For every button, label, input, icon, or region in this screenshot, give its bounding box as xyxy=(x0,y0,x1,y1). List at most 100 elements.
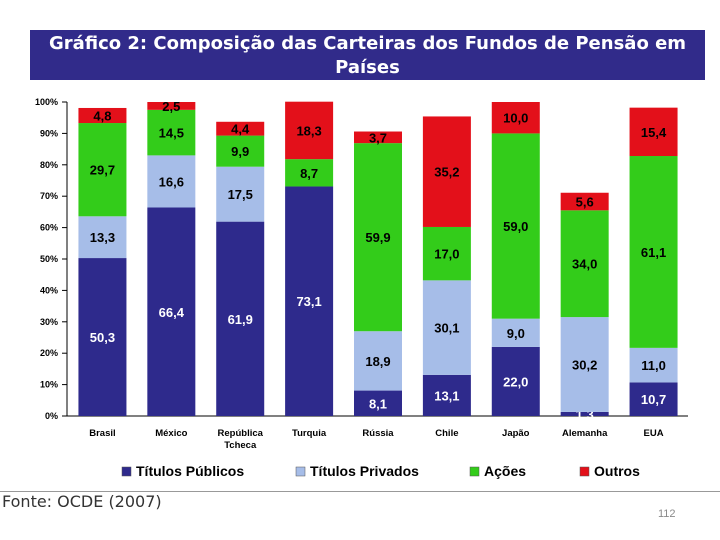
x-tick-label: Rússia xyxy=(362,428,394,439)
legend-swatch xyxy=(579,466,590,477)
data-label: 15,4 xyxy=(641,125,667,140)
x-tick-label: República xyxy=(218,428,264,439)
x-tick-label: EUA xyxy=(644,428,664,439)
data-label: 18,9 xyxy=(365,354,390,369)
bar-segment xyxy=(147,102,196,110)
y-tick-label: 100% xyxy=(35,97,58,107)
data-label: 35,2 xyxy=(434,165,459,180)
bar-segment xyxy=(560,411,609,416)
bar-segment xyxy=(354,131,402,144)
bar-segment xyxy=(285,101,334,160)
data-label: 66,4 xyxy=(159,305,185,320)
bar-segment xyxy=(216,135,265,167)
bar-segment xyxy=(491,102,540,134)
y-tick-label: 30% xyxy=(40,317,58,327)
data-label: 30,1 xyxy=(434,321,459,336)
bar-segment xyxy=(216,166,265,222)
data-label: 73,1 xyxy=(296,294,321,309)
legend-swatch xyxy=(121,466,132,477)
bar-segment xyxy=(216,221,265,416)
legend-label: Outros xyxy=(594,463,640,479)
bar-segment xyxy=(285,186,334,416)
data-label: 34,0 xyxy=(572,257,597,272)
y-tick-label: 60% xyxy=(40,223,58,233)
bar-segment xyxy=(629,156,678,348)
bar-segment xyxy=(147,207,196,416)
data-label: 8,1 xyxy=(369,396,387,411)
data-label: 2,5 xyxy=(162,99,180,114)
y-tick-label: 0% xyxy=(45,411,58,421)
bar-segment xyxy=(629,107,678,157)
data-label: 11,0 xyxy=(641,358,666,373)
bar-segment xyxy=(491,346,540,416)
data-label: 59,9 xyxy=(365,230,390,245)
bar-segment xyxy=(491,318,540,347)
y-tick-label: 20% xyxy=(40,348,58,358)
y-tick-label: 80% xyxy=(40,160,58,170)
bar-segment xyxy=(629,347,678,383)
y-tick-label: 40% xyxy=(40,285,58,295)
legend-label: Títulos Privados xyxy=(310,463,419,479)
x-tick-label: Brasil xyxy=(89,428,115,439)
bar-segment xyxy=(560,317,609,412)
bar-segment xyxy=(78,216,127,259)
bar-segment xyxy=(422,374,471,416)
data-label: 16,6 xyxy=(159,174,184,189)
data-label: 9,9 xyxy=(231,144,249,159)
bar-segment xyxy=(422,226,471,281)
y-tick-label: 50% xyxy=(40,254,58,264)
legend-label: Títulos Públicos xyxy=(136,463,244,479)
legend-swatch xyxy=(295,466,306,477)
bar-segment xyxy=(147,155,196,208)
data-label: 29,7 xyxy=(90,163,115,178)
y-tick-label: 70% xyxy=(40,191,58,201)
data-label: 10,0 xyxy=(503,111,528,126)
x-tick-label: Turquia xyxy=(292,428,327,439)
y-tick-label: 90% xyxy=(40,128,58,138)
bar-segment xyxy=(629,382,678,416)
bar-segment xyxy=(354,331,402,391)
x-tick-label: Tcheca xyxy=(224,440,257,451)
data-label: 59,0 xyxy=(503,219,528,234)
data-label: 13,3 xyxy=(90,230,115,245)
data-label: 18,3 xyxy=(296,123,321,138)
data-label: 50,3 xyxy=(90,330,115,345)
data-label: 30,2 xyxy=(572,358,597,373)
chart-title-line-1: Gráfico 2: Composição das Carteiras dos … xyxy=(48,33,687,78)
data-label: 8,7 xyxy=(300,166,318,181)
bar-segment xyxy=(78,107,127,124)
data-label: 10,7 xyxy=(641,392,666,407)
data-label: 4,8 xyxy=(93,109,111,124)
legend-label: Ações xyxy=(484,463,526,479)
bar-segment xyxy=(78,258,127,416)
bar-segment xyxy=(422,280,471,375)
page-number: 112 xyxy=(658,508,676,520)
x-tick-label: México xyxy=(155,428,187,439)
data-label: 9,0 xyxy=(507,326,525,341)
source-note: Fonte: OCDE (2007) xyxy=(2,492,162,511)
bar-segment xyxy=(354,143,402,332)
bar-segment xyxy=(491,133,540,319)
legend-swatch xyxy=(469,466,480,477)
data-label: 13,1 xyxy=(434,388,459,403)
bar-segment xyxy=(216,121,265,136)
bar-segment xyxy=(354,390,402,416)
data-label: 61,1 xyxy=(641,245,666,260)
bar-segment xyxy=(78,123,127,217)
bar-segment xyxy=(560,192,609,211)
data-label: 4,4 xyxy=(231,122,250,137)
data-label: 17,5 xyxy=(228,187,253,202)
bar-segment xyxy=(147,109,196,156)
chart-title-line-2: Selecionados (2006) xyxy=(264,81,471,102)
data-label: 14,5 xyxy=(159,126,184,141)
data-label: 22,0 xyxy=(503,374,528,389)
data-label: 61,9 xyxy=(228,312,253,327)
data-label: 5,6 xyxy=(576,195,594,210)
divider xyxy=(0,491,720,492)
data-label: 3,7 xyxy=(369,130,387,145)
x-tick-label: Japão xyxy=(502,428,530,439)
y-tick-label: 10% xyxy=(40,380,58,390)
x-tick-label: Alemanha xyxy=(562,428,608,439)
bar-segment xyxy=(560,210,609,318)
